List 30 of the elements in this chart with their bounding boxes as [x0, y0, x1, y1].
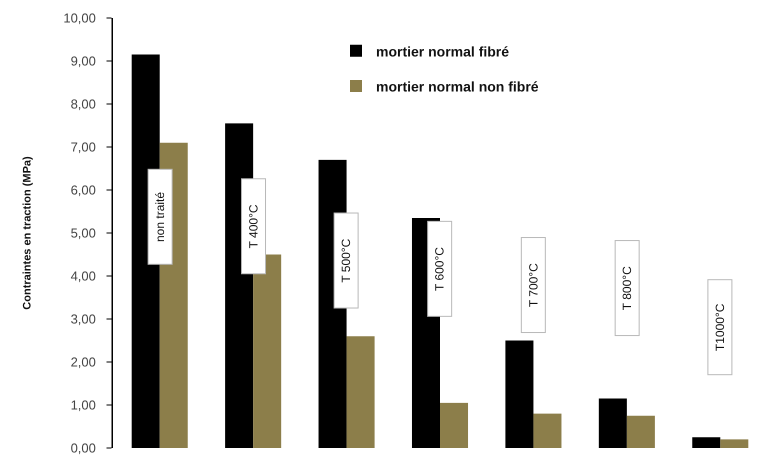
bar [626, 416, 655, 448]
x-tick-label: T 800°C [620, 266, 634, 310]
y-tick-label: 5,00 [70, 226, 96, 241]
y-tick-label: 8,00 [70, 96, 96, 112]
x-tick-label: T 400°C [246, 204, 261, 248]
bar [692, 437, 720, 448]
x-tick-label: T 600°C [432, 246, 447, 291]
bar [598, 398, 627, 448]
bar [505, 340, 534, 448]
y-tick-label: 9,00 [70, 54, 96, 69]
bar [346, 336, 375, 448]
legend-label: mortier normal non fibré [376, 78, 539, 94]
y-tick-label: 2,00 [70, 354, 96, 370]
x-tick-label: T 500°C [339, 238, 354, 283]
bar [253, 254, 282, 448]
x-tick-label: T 700°C [526, 262, 540, 308]
y-tick-label: 4,00 [70, 268, 96, 284]
y-tick-label: 10,00 [63, 10, 96, 26]
y-tick-label: 1,00 [70, 398, 96, 413]
y-tick-label: 6,00 [70, 182, 96, 198]
y-tick-label: 7,00 [70, 140, 96, 155]
bar [720, 439, 748, 448]
legend-label: mortier normal fibré [376, 43, 510, 60]
y-tick-label: 3,00 [70, 312, 96, 327]
y-tick-label: 0,00 [70, 440, 96, 456]
x-tick-label: non traité [153, 192, 168, 242]
x-tick-label: T1000°C [712, 303, 727, 352]
bar [533, 414, 562, 448]
y-axis-title: Contraintes en traction (MPa) [21, 156, 34, 310]
bar [440, 402, 468, 448]
